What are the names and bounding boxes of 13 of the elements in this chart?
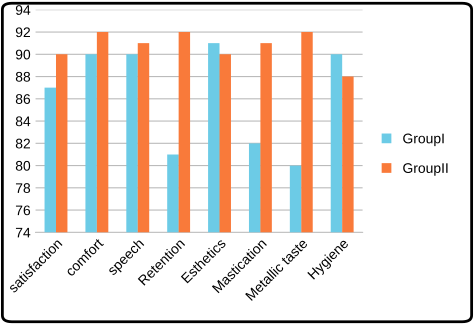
y-tick-label: 90 [16,50,30,60]
y-tick-label: 78 [16,183,30,194]
y-tick-label: 82 [16,138,30,148]
y-tick-label: 88 [16,72,30,82]
y-tick-label: 80 [16,160,30,171]
y-tick-label: 92 [16,27,30,38]
legend-label: GroupI [403,134,444,146]
y-tick-label: 76 [16,205,30,216]
y-tick-label: 86 [16,94,30,104]
y-tick-label: 74 [16,228,30,238]
y-tick-label: 84 [16,116,30,126]
legend-label: GroupII [403,163,448,176]
y-tick-label: 94 [16,5,30,15]
